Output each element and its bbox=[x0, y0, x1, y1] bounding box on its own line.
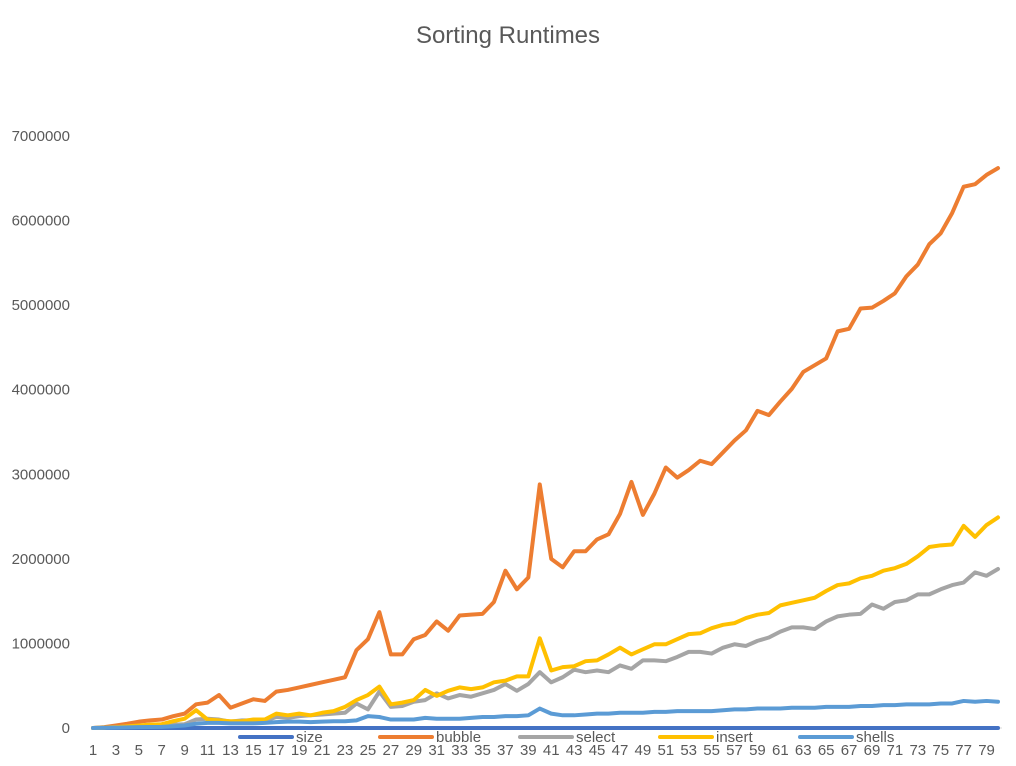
series-line-bubble bbox=[91, 166, 1000, 730]
legend: size bubble select insert shells bbox=[238, 729, 894, 746]
x-tick-label: 45 bbox=[589, 742, 606, 759]
y-tick-label: 4000000 bbox=[12, 382, 70, 399]
x-tick-label: 63 bbox=[795, 742, 812, 759]
x-tick-label: 23 bbox=[337, 742, 354, 759]
x-tick-label: 37 bbox=[497, 742, 514, 759]
x-tick-label: 69 bbox=[864, 742, 881, 759]
legend-label-size: size bbox=[296, 729, 323, 746]
y-tick-label: 0 bbox=[62, 720, 70, 737]
y-tick-label: 7000000 bbox=[12, 128, 70, 145]
x-tick-label: 29 bbox=[405, 742, 422, 759]
x-tick-labels: 1 3 5 7 9 11 13 15 17 19 21 23 25 27 29 31 33 35 37 39 41 43 4… bbox=[89, 742, 995, 759]
legend-label-select: select bbox=[576, 729, 616, 746]
x-tick-label: 39 bbox=[520, 742, 537, 759]
series-lines bbox=[91, 166, 1000, 730]
legend-label-bubble: bubble bbox=[436, 729, 481, 746]
x-tick-label: 33 bbox=[451, 742, 468, 759]
x-tick-label: 59 bbox=[749, 742, 766, 759]
x-tick-label: 51 bbox=[657, 742, 674, 759]
x-tick-label: 49 bbox=[635, 742, 652, 759]
chart-title: Sorting Runtimes bbox=[416, 22, 600, 49]
x-tick-label: 11 bbox=[200, 742, 216, 759]
x-tick-label: 71 bbox=[887, 742, 904, 759]
x-tick-label: 27 bbox=[383, 742, 400, 759]
x-tick-label: 19 bbox=[291, 742, 308, 759]
x-tick-label: 43 bbox=[566, 742, 583, 759]
series-line-insert bbox=[91, 515, 1000, 730]
x-tick-label: 25 bbox=[360, 742, 377, 759]
y-tick-label: 1000000 bbox=[12, 635, 70, 652]
x-tick-label: 73 bbox=[909, 742, 926, 759]
y-axis: 0 1000000 2000000 3000000 4000000 5000000 6000… bbox=[12, 128, 70, 737]
x-tick-label: 77 bbox=[955, 742, 972, 759]
x-tick-label: 15 bbox=[245, 742, 262, 759]
x-tick-label: 7 bbox=[158, 742, 166, 759]
y-tick-label: 2000000 bbox=[12, 551, 70, 568]
x-tick-label: 79 bbox=[978, 742, 995, 759]
x-tick-label: 75 bbox=[932, 742, 949, 759]
x-tick-label: 21 bbox=[314, 742, 331, 759]
x-tick-label: 53 bbox=[680, 742, 697, 759]
x-tick-label: 65 bbox=[818, 742, 835, 759]
x-tick-label: 61 bbox=[772, 742, 789, 759]
x-tick-label: 17 bbox=[268, 742, 285, 759]
x-tick-label: 9 bbox=[180, 742, 188, 759]
x-tick-label: 3 bbox=[112, 742, 120, 759]
y-tick-label: 3000000 bbox=[12, 466, 70, 483]
x-tick-label: 41 bbox=[543, 742, 560, 759]
x-tick-label: 31 bbox=[428, 742, 445, 759]
series-line-shells bbox=[91, 698, 1000, 730]
x-tick-label: 13 bbox=[222, 742, 239, 759]
y-tick-label: 6000000 bbox=[12, 213, 70, 230]
legend-label-insert: insert bbox=[716, 729, 754, 746]
x-tick-label: 1 bbox=[89, 742, 97, 759]
x-tick-label: 5 bbox=[135, 742, 143, 759]
x-tick-label: 67 bbox=[841, 742, 858, 759]
legend-label-shells: shells bbox=[856, 729, 894, 746]
y-tick-label: 5000000 bbox=[12, 297, 70, 314]
x-tick-label: 55 bbox=[703, 742, 720, 759]
x-tick-label: 35 bbox=[474, 742, 491, 759]
x-tick-label: 57 bbox=[726, 742, 743, 759]
x-tick-label: 47 bbox=[612, 742, 629, 759]
